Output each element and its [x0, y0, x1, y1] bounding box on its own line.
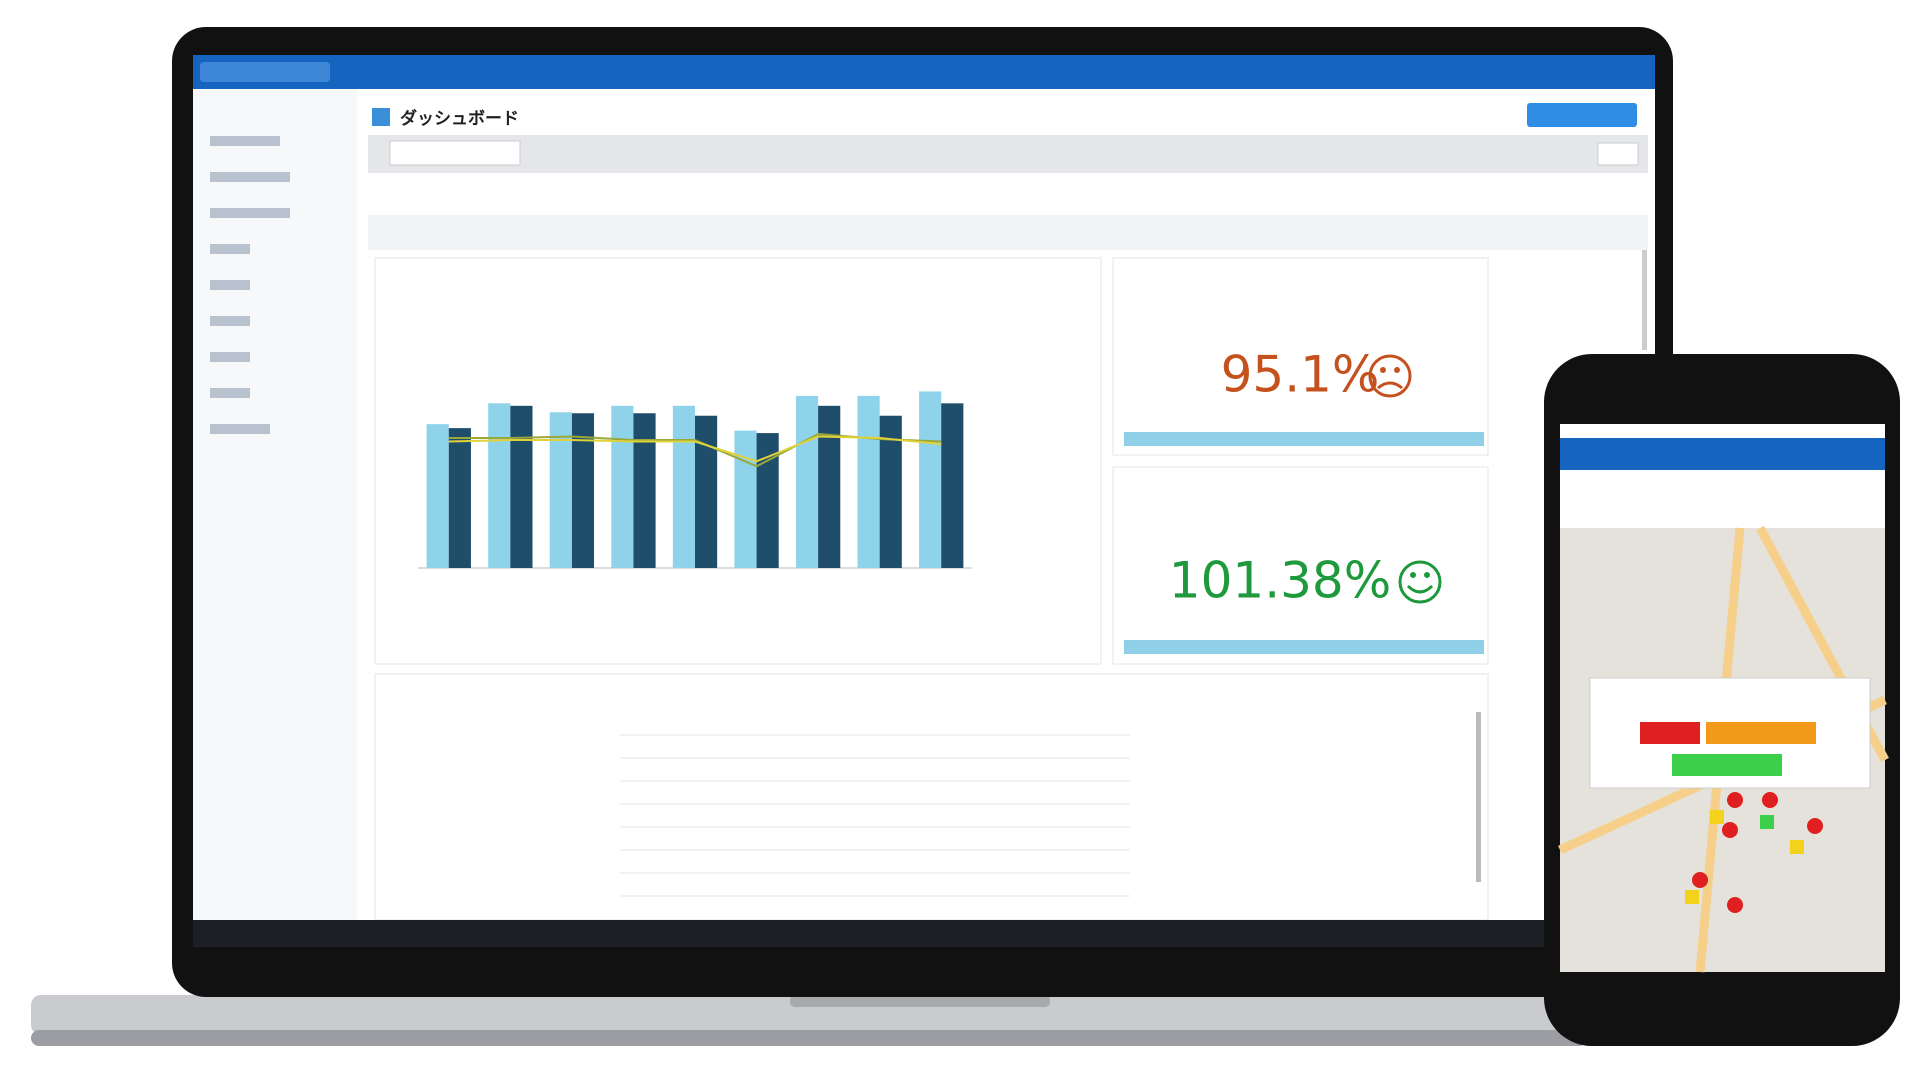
progress-bar: [1124, 640, 1484, 654]
bar: [672, 405, 695, 568]
taskbar: [193, 920, 1655, 947]
map-markers: [1685, 792, 1823, 913]
bar: [611, 405, 634, 568]
table-panel: [374, 673, 1489, 921]
scrollbar: [1476, 712, 1481, 882]
bar: [941, 403, 964, 568]
bar: [448, 428, 471, 568]
bar: [633, 413, 656, 568]
create-button[interactable]: [1527, 103, 1637, 127]
sad-face: [1368, 354, 1412, 398]
kpi-value: 95.1%: [1221, 346, 1380, 404]
sidebar: [193, 89, 357, 920]
laptop-base: [31, 995, 1587, 1035]
popup-button[interactable]: [1672, 754, 1782, 776]
table-lines: [620, 734, 1130, 897]
bar: [756, 433, 779, 568]
top-bar: [193, 55, 1655, 89]
popup-button[interactable]: [1706, 722, 1816, 744]
bar: [571, 413, 595, 568]
bar: [695, 415, 718, 568]
filter-button[interactable]: [1597, 142, 1639, 166]
bar: [919, 391, 942, 568]
dashboard-icon: [372, 108, 390, 126]
phone-status-bar: [1560, 424, 1885, 438]
sidebar-items: [210, 136, 290, 434]
bar: [510, 405, 533, 568]
bar: [857, 395, 880, 568]
bar: [426, 424, 449, 568]
line: [448, 435, 942, 463]
progress-bar: [1124, 432, 1484, 446]
toolbar: [368, 215, 1648, 250]
bar: [488, 403, 511, 568]
bar: [795, 395, 819, 568]
happy-face: [1398, 560, 1442, 604]
popup-button[interactable]: [1640, 722, 1700, 744]
page-title: ダッシュボード: [400, 108, 519, 129]
scrollbar: [1642, 250, 1647, 350]
filter-bar: [368, 135, 1648, 173]
combo-chart: [418, 391, 972, 569]
filter-select[interactable]: [389, 140, 521, 166]
phone-subheader: [1560, 470, 1885, 528]
laptop-base-edge: [31, 1030, 1587, 1046]
kpi-value: 101.38%: [1169, 552, 1391, 610]
bar: [818, 405, 841, 568]
bar: [734, 430, 757, 568]
bar: [549, 412, 572, 568]
phone-header: [1560, 438, 1885, 470]
logo: [200, 62, 330, 82]
kpi-panel: [1112, 466, 1489, 665]
bar: [879, 415, 902, 568]
laptop-notch: [790, 995, 1050, 1007]
kpi-panel: [1112, 257, 1489, 456]
